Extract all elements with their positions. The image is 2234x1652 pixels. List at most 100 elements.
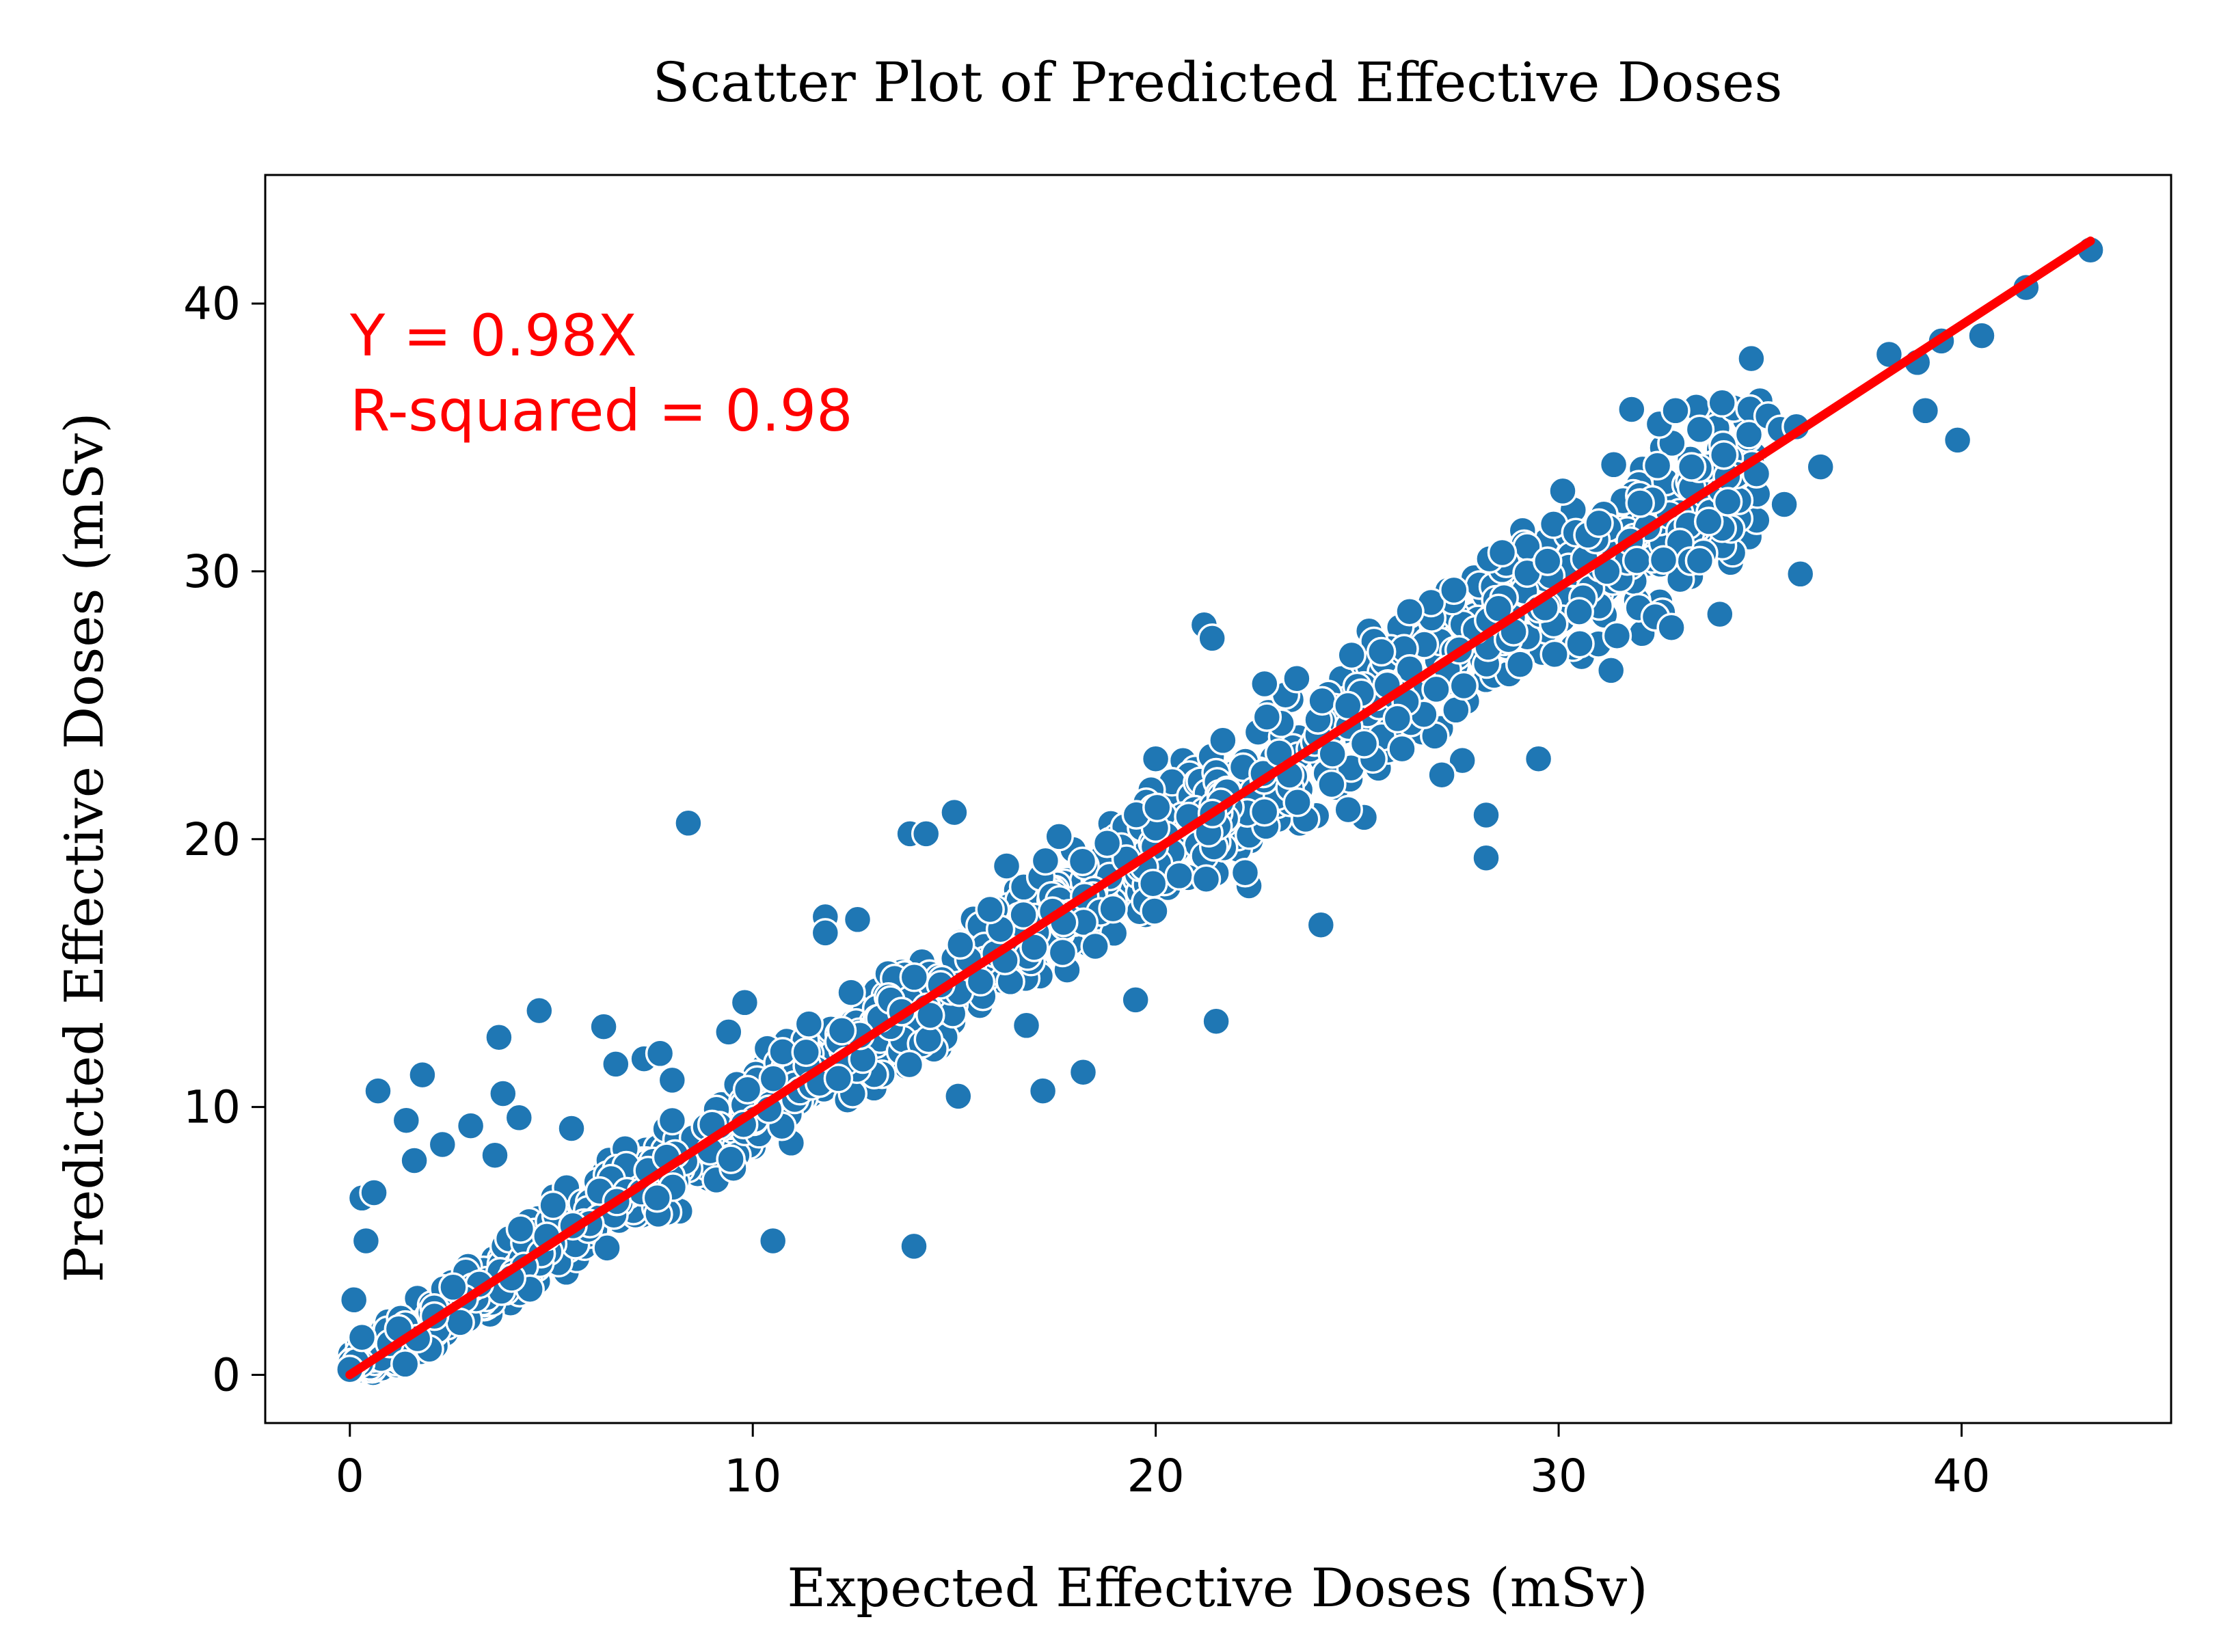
data-point-1512 [1197, 623, 1227, 653]
data-point-1321 [1047, 937, 1078, 968]
data-point-1561 [601, 1049, 631, 1079]
data-point-1525 [1584, 508, 1614, 539]
data-point-1442 [1142, 792, 1172, 823]
data-point-1572 [1366, 636, 1397, 667]
y-tick-label-40: 40 [183, 277, 241, 330]
x-tick-label-30: 30 [1530, 1450, 1587, 1502]
data-point-1382 [1621, 545, 1652, 576]
data-point-1466 [1317, 769, 1347, 800]
data-point-1554 [399, 1146, 429, 1176]
data-point-1516 [1068, 1057, 1099, 1087]
x-axis-label: Expected Effective Doses (mSv) [787, 1558, 1647, 1619]
data-point-1387 [657, 1105, 688, 1136]
data-point-1583 [1140, 744, 1171, 774]
data-point-1565 [714, 1017, 744, 1047]
data-point-1432 [945, 930, 975, 960]
data-point-1501 [407, 1059, 438, 1090]
data-point-1446 [1098, 893, 1128, 924]
data-point-1172 [1707, 388, 1737, 418]
data-point-1205 [1230, 857, 1261, 888]
data-point-1499 [1648, 545, 1679, 575]
data-point-1484 [642, 1182, 673, 1213]
data-point-1343 [1030, 845, 1061, 876]
data-point-1539 [1769, 489, 1799, 519]
data-point-1504 [589, 1012, 619, 1042]
data-point-1530 [1660, 396, 1691, 426]
data-point-1551 [359, 1178, 389, 1208]
plot-frame [264, 174, 2172, 1424]
data-point-1522 [1395, 596, 1425, 627]
data-point-1578 [1120, 985, 1150, 1015]
data-point-62 [1617, 394, 1647, 424]
data-point-1283 [1333, 794, 1363, 825]
data-point-1459 [826, 1016, 857, 1046]
data-point-1495 [1282, 787, 1313, 817]
data-point-313 [1736, 343, 1766, 374]
data-point-1395 [1008, 899, 1038, 930]
data-point-1334 [1336, 640, 1367, 671]
data-point-1411 [505, 1214, 536, 1244]
data-point-1560 [556, 1113, 587, 1143]
r-squared-annotation: R-squared = 0.98 [350, 377, 853, 444]
data-point-1508 [939, 797, 969, 828]
data-point-1519 [1471, 843, 1501, 873]
data-point-1481 [1252, 702, 1282, 732]
data-point-1413 [1249, 796, 1280, 827]
data-point-1460 [1349, 729, 1380, 759]
data-point-1559 [504, 1102, 535, 1133]
data-point-1573 [1439, 575, 1469, 606]
data-point-654 [1447, 745, 1477, 776]
data-point-1479 [1708, 439, 1739, 470]
data-point-1494 [791, 1037, 821, 1068]
data-point-1523 [1427, 759, 1457, 790]
x-axis: 0 10 20 30 40 [336, 1423, 1990, 1502]
data-point-1546 [1942, 425, 1973, 455]
data-point-1493 [1734, 420, 1764, 450]
data-point-1398 [1505, 649, 1535, 679]
data-point-1465 [1140, 896, 1170, 926]
data-point-1355 [1625, 488, 1655, 518]
data-point-1456 [823, 1064, 854, 1094]
data-point-1582 [1044, 822, 1074, 852]
data-point-1563 [645, 1038, 675, 1069]
equation-annotation: Y = 0.98X [349, 302, 637, 369]
data-point-1521 [1523, 744, 1554, 774]
data-point-1532 [1676, 452, 1707, 482]
data-point-1497 [1333, 690, 1363, 721]
data-point-1294 [592, 1233, 622, 1263]
data-point-1557 [480, 1140, 510, 1170]
data-point-1505 [673, 808, 703, 839]
data-point-1223 [836, 977, 866, 1007]
y-axis: 0 10 20 30 40 [183, 277, 265, 1401]
data-point-1555 [427, 1129, 458, 1160]
data-point-1500 [363, 1076, 393, 1106]
data-point-1533 [1705, 599, 1735, 629]
data-point-879 [1642, 450, 1673, 481]
data-point-1480 [1191, 864, 1222, 894]
data-point-1524 [1548, 476, 1578, 506]
data-point-1449 [758, 1064, 789, 1094]
y-tick-label-10: 10 [183, 1081, 241, 1134]
data-point-1462 [390, 1349, 420, 1379]
regression-line [345, 236, 2095, 1379]
data-point-584 [1598, 450, 1629, 480]
data-point-1579 [1080, 931, 1110, 962]
data-point-1528 [1656, 612, 1686, 642]
fit-layer [345, 236, 2095, 1379]
data-point-1569 [338, 1285, 369, 1315]
data-point-1566 [729, 988, 760, 1018]
data-point-1547 [1967, 321, 1997, 351]
data-point-1406 [1317, 739, 1347, 769]
data-point-1328 [1564, 597, 1594, 627]
data-point-1454 [538, 1190, 568, 1221]
data-point-1568 [347, 1322, 377, 1353]
data-point-1526 [1596, 655, 1626, 686]
data-point-1490 [1092, 828, 1122, 858]
x-tick-label-20: 20 [1127, 1450, 1185, 1502]
data-point-1467 [1307, 686, 1337, 716]
data-point-1580 [991, 851, 1022, 881]
data-point-1507 [911, 819, 941, 849]
chart-title: Scatter Plot of Predicted Effective Dose… [653, 51, 1783, 114]
x-tick-label-0: 0 [336, 1450, 364, 1502]
data-point-1058 [1067, 846, 1098, 876]
